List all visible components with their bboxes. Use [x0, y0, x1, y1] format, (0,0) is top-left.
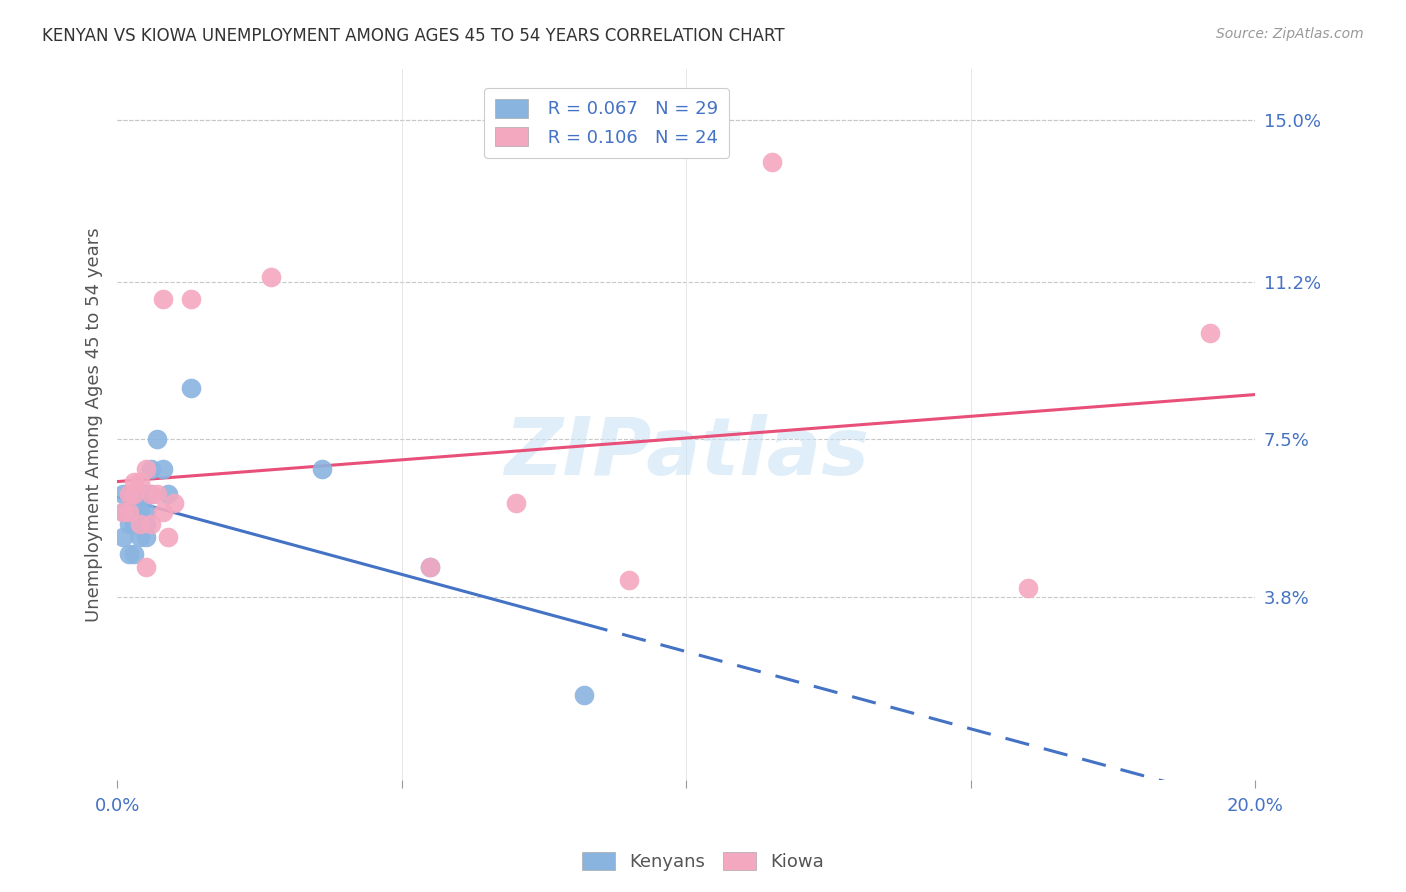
Point — [619, 573, 641, 587]
Point — [111, 504, 134, 518]
Point — [122, 547, 145, 561]
Point — [141, 487, 163, 501]
Point — [1198, 326, 1220, 340]
Point — [117, 487, 139, 501]
Point — [122, 475, 145, 489]
Point — [572, 688, 595, 702]
Point — [163, 496, 186, 510]
Point — [152, 292, 174, 306]
Point — [152, 462, 174, 476]
Point — [157, 530, 180, 544]
Point — [117, 504, 139, 518]
Text: ZIPatlas: ZIPatlas — [503, 414, 869, 491]
Legend: Kenyans, Kiowa: Kenyans, Kiowa — [575, 845, 831, 879]
Point — [129, 517, 152, 532]
Point — [117, 547, 139, 561]
Point — [311, 462, 333, 476]
Point — [157, 487, 180, 501]
Point — [180, 292, 202, 306]
Point — [117, 487, 139, 501]
Point — [122, 487, 145, 501]
Point — [122, 487, 145, 501]
Point — [129, 517, 152, 532]
Point — [129, 504, 152, 518]
Text: Source: ZipAtlas.com: Source: ZipAtlas.com — [1216, 27, 1364, 41]
Point — [1017, 581, 1039, 595]
Point — [135, 462, 157, 476]
Point — [141, 517, 163, 532]
Point — [141, 487, 163, 501]
Point — [135, 530, 157, 544]
Point — [122, 517, 145, 532]
Point — [141, 462, 163, 476]
Y-axis label: Unemployment Among Ages 45 to 54 years: Unemployment Among Ages 45 to 54 years — [86, 227, 103, 622]
Point — [122, 504, 145, 518]
Point — [419, 560, 441, 574]
Point — [135, 487, 157, 501]
Legend:  R = 0.067   N = 29,  R = 0.106   N = 24: R = 0.067 N = 29, R = 0.106 N = 24 — [484, 88, 728, 158]
Point — [135, 504, 157, 518]
Text: KENYAN VS KIOWA UNEMPLOYMENT AMONG AGES 45 TO 54 YEARS CORRELATION CHART: KENYAN VS KIOWA UNEMPLOYMENT AMONG AGES … — [42, 27, 785, 45]
Point — [122, 517, 145, 532]
Point — [135, 560, 157, 574]
Point — [761, 155, 783, 169]
Point — [135, 517, 157, 532]
Point — [117, 517, 139, 532]
Point — [111, 504, 134, 518]
Point — [129, 530, 152, 544]
Point — [146, 487, 169, 501]
Point — [260, 270, 283, 285]
Point — [111, 530, 134, 544]
Point — [111, 487, 134, 501]
Point — [129, 475, 152, 489]
Point — [505, 496, 527, 510]
Point — [129, 487, 152, 501]
Point — [146, 432, 169, 446]
Point — [117, 504, 139, 518]
Point — [180, 381, 202, 395]
Point — [419, 560, 441, 574]
Point — [152, 504, 174, 518]
